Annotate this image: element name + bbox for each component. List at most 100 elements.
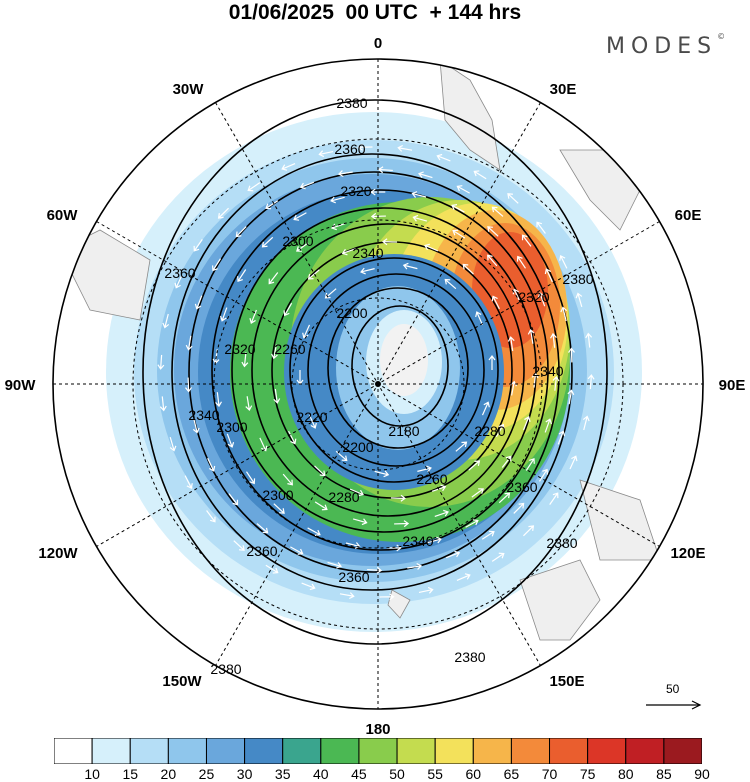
wind-arrow [194,295,203,310]
wind-arrow [193,239,203,252]
contour-label: 2360 [506,479,537,495]
shade-core [380,324,428,396]
wind-arrow [394,520,410,528]
lon-label-30e: 30E [550,81,577,98]
wind-arrow [377,166,393,174]
wind-arrow [174,274,183,289]
wind-arrow [288,430,297,445]
wind-arrow [162,313,170,329]
modes-logo: MODES© [606,32,725,59]
wind-arrow [407,563,423,570]
wind-arrow [491,552,505,562]
wind-arrow [330,196,345,204]
wind-arrow [585,332,593,348]
wind-arrow [211,258,222,272]
wind-arrow [265,200,279,210]
wind-arrow [256,523,269,534]
contour-2220 [307,273,485,467]
colorbar-tick-label: 35 [274,766,291,782]
contour-2200 [327,287,469,449]
reference-vector-arrowhead [691,700,702,710]
lon-label-150e: 150E [549,673,584,690]
wind-arrow [370,212,386,220]
wind-arrow [339,592,355,600]
colorbar-swatch [587,738,627,764]
wind-arrow [293,212,307,221]
logo-text: MODES [606,34,718,59]
wind-arrow [417,465,432,473]
colorbar-swatch [91,738,131,764]
wind-arrow [522,416,531,431]
lon-label-60w: 60W [47,207,79,224]
wind-arrow [169,436,177,452]
colorbar-tick-label: 20 [160,766,177,782]
wind-arrow [471,488,484,498]
wind-arrow [307,269,320,280]
wind-arrow [271,344,278,360]
wind-arrow [412,214,428,222]
wind-arrow [402,262,418,270]
contour-2320 [211,189,549,551]
wind-arrow [207,457,216,472]
wind-arrow [397,144,413,152]
contour-label: 2300 [282,233,313,249]
colorbar-tick-label: 90 [694,766,710,782]
wind-arrow [507,336,515,352]
wind-arrow [314,465,326,477]
wind-arrow [465,519,479,528]
wind-arrow [527,328,535,344]
wind-arrow [544,268,553,283]
contour-label: 2380 [210,661,241,677]
pole-marker [375,381,381,387]
colorbar-tick-label: 15 [122,766,139,782]
colorbar-swatch [663,738,702,764]
colorbar-swatch [549,738,589,764]
contour-label: 2300 [262,487,293,503]
colorbar-tick-label: 50 [389,766,405,782]
copyright-mark: © [717,32,726,41]
wind-arrow [241,352,249,368]
wind-arrow [487,254,498,267]
wind-arrow [525,457,535,471]
wind-arrow [206,510,216,523]
colorbar-swatch [129,738,169,764]
colorbar-tick-label: 70 [541,766,558,782]
wind-arrow [516,255,527,269]
wind-arrow [544,418,552,433]
wind-arrow [473,170,487,180]
wind-arrow [488,355,496,370]
wind-arrow [418,586,434,594]
wind-arrow [282,473,293,486]
wind-arrow [501,455,512,468]
wind-arrow [247,182,261,192]
wind-arrow [444,278,457,290]
wind-arrow [281,163,296,171]
colorbar-swatch [358,738,398,764]
contour-label: 2200 [336,305,367,321]
contour-label: 2340 [352,245,383,261]
lon-label-60e: 60E [675,207,702,224]
contour-label: 2340 [532,363,563,379]
wind-arrow [498,492,511,504]
wind-arrow [345,542,361,549]
wind-arrow [185,335,193,351]
madagascar-region-land [559,149,641,231]
contour-label: 2360 [164,265,195,281]
colorbar-tick-label: 55 [427,766,443,782]
contour-label: 2200 [342,439,373,455]
wind-arrow [582,415,590,431]
colorbar-tick-label: 60 [465,766,482,782]
contour-label: 2220 [296,409,327,425]
wind-arrow [265,564,279,574]
wind-arrow [552,375,560,391]
wind-arrow [360,267,375,275]
colorbar-tick-label: 65 [503,766,520,782]
colorbar-swatch [205,738,246,764]
wind-arrow [308,414,317,429]
contour-label: 2180 [388,423,419,439]
wind-arrow [235,226,247,238]
lon-label-30w: 30W [173,81,205,98]
colorbar-tick-label: 30 [236,766,253,782]
wind-arrow [357,143,373,151]
